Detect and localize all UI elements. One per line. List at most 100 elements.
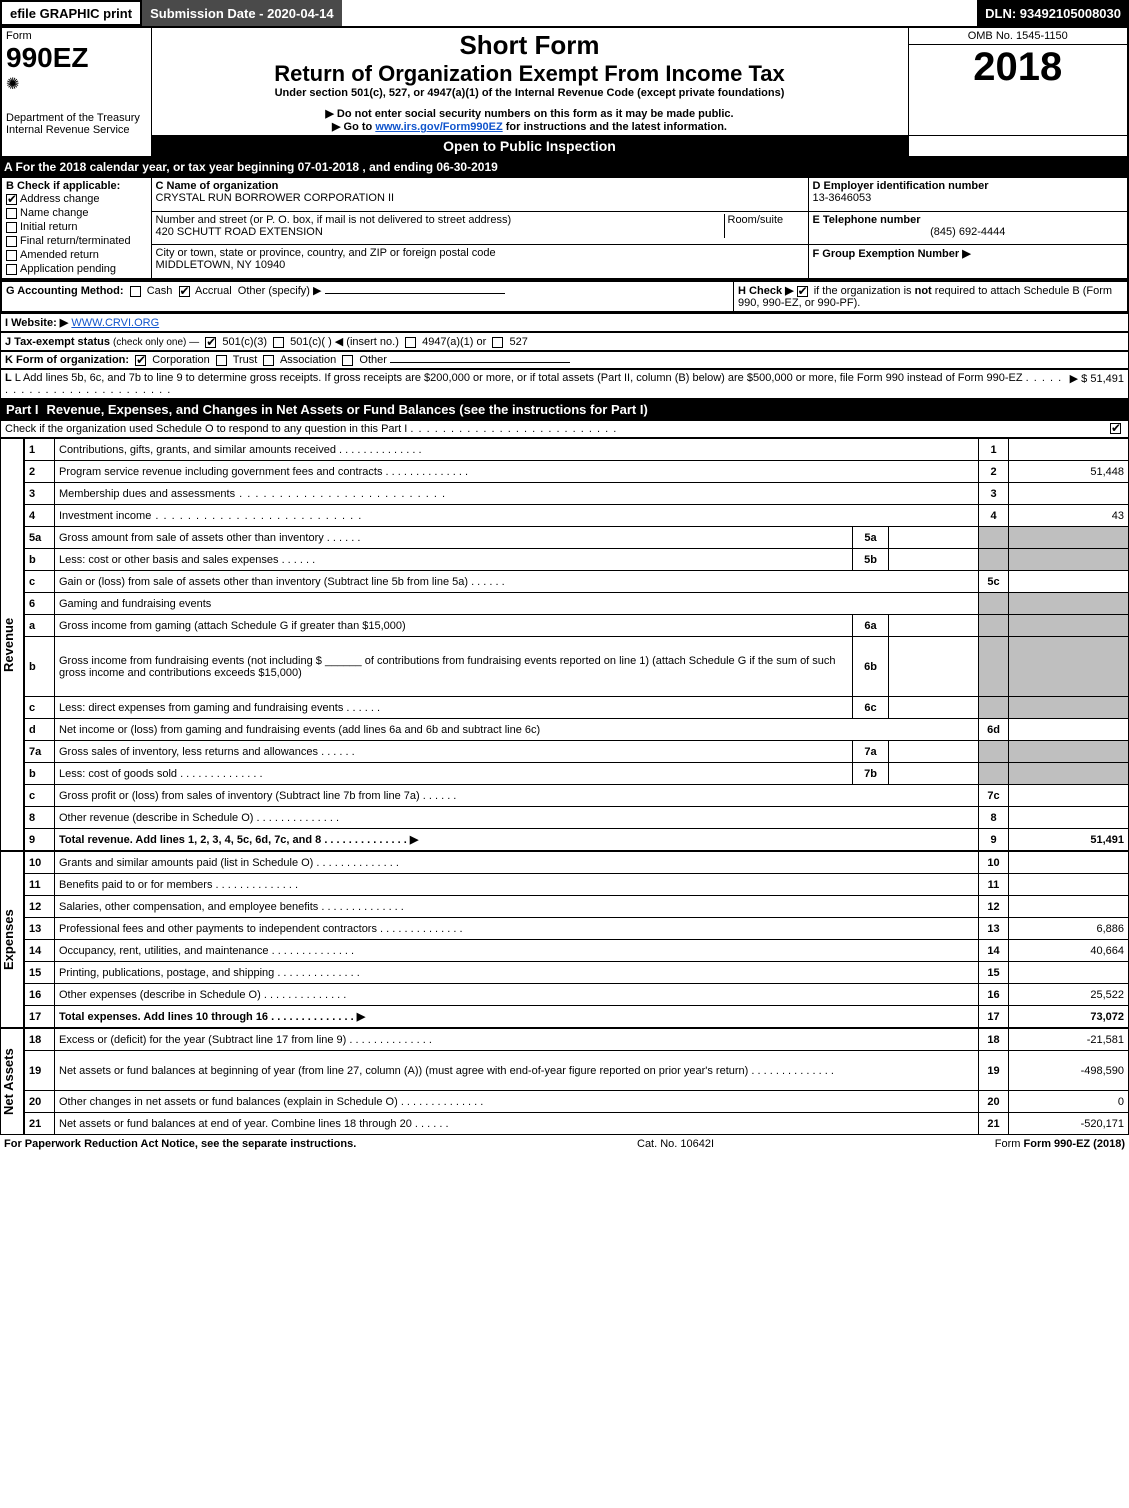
chk-initial-return[interactable]: Initial return — [6, 220, 147, 234]
dln-label: DLN: 93492105008030 — [977, 0, 1129, 26]
accrual-label: Accrual — [195, 285, 232, 297]
chk-label: Name change — [20, 207, 89, 219]
table-row: cLess: direct expenses from gaming and f… — [25, 697, 1129, 719]
table-row: bLess: cost of goods sold7b — [25, 763, 1129, 785]
other-specify-label: Other (specify) ▶ — [238, 285, 322, 297]
line-h-not: not — [915, 285, 932, 297]
entity-info-block: B Check if applicable: Address change Na… — [0, 176, 1129, 280]
website-link[interactable]: WWW.CRVI.ORG — [71, 317, 159, 329]
topbar-spacer — [342, 0, 978, 26]
net-assets-side-label: Net Assets — [0, 1028, 24, 1135]
room-label: Room/suite — [728, 214, 804, 226]
tax-year-end: 06-30-2019 — [436, 160, 497, 174]
irs-logo-icon: ✺ — [6, 74, 147, 94]
table-row: 10Grants and similar amounts paid (list … — [25, 852, 1129, 874]
part-i-header: Part I Revenue, Expenses, and Changes in… — [0, 399, 1129, 420]
irs-link[interactable]: www.irs.gov/Form990EZ — [375, 121, 502, 133]
addr-label: Number and street (or P. O. box, if mail… — [156, 214, 724, 226]
line-a-tax-year: A For the 2018 calendar year, or tax yea… — [0, 158, 1129, 176]
chk-accrual[interactable] — [179, 286, 190, 297]
arrow-icon: ▶ — [357, 1011, 365, 1023]
line-h-label: H Check ▶ — [738, 285, 794, 297]
table-row: 14Occupancy, rent, utilities, and mainte… — [25, 940, 1129, 962]
table-row: cGain or (loss) from sale of assets othe… — [25, 571, 1129, 593]
table-row: cGross profit or (loss) from sales of in… — [25, 785, 1129, 807]
chk-501c[interactable] — [273, 337, 284, 348]
chk-amended-return[interactable]: Amended return — [6, 248, 147, 262]
net-assets-table: 18Excess or (deficit) for the year (Subt… — [24, 1028, 1129, 1135]
line-l-text: L Add lines 5b, 6c, and 7b to line 9 to … — [15, 372, 1023, 384]
part-i-subnote: Check if the organization used Schedule … — [0, 420, 1129, 438]
line-k-label: K Form of organization: — [5, 354, 129, 366]
chk-name-change[interactable]: Name change — [6, 206, 147, 220]
line-a-mid: , and ending — [362, 160, 436, 174]
chk-trust[interactable] — [216, 355, 227, 366]
chk-label: Application pending — [20, 263, 116, 275]
chk-schedule-b[interactable] — [797, 286, 808, 297]
chk-association[interactable] — [263, 355, 274, 366]
chk-527[interactable] — [492, 337, 503, 348]
table-row: 15Printing, publications, postage, and s… — [25, 962, 1129, 984]
submission-date-label: Submission Date - 2020-04-14 — [142, 0, 342, 26]
checkbox-icon — [6, 208, 17, 219]
chk-schedule-o[interactable] — [1110, 423, 1121, 434]
form-number: 990EZ — [6, 42, 147, 74]
other-org-input[interactable] — [390, 362, 570, 363]
top-bar: efile GRAPHIC print Submission Date - 20… — [0, 0, 1129, 26]
opt-other: Other — [359, 354, 387, 366]
chk-application-pending[interactable]: Application pending — [6, 262, 147, 276]
dots — [410, 423, 617, 435]
irs-label: Internal Revenue Service — [6, 124, 147, 136]
table-row: 16Other expenses (describe in Schedule O… — [25, 984, 1129, 1006]
table-row: 4Investment income443 — [25, 505, 1129, 527]
opt-4947: 4947(a)(1) or — [422, 336, 486, 348]
table-row: 20Other changes in net assets or fund ba… — [25, 1091, 1129, 1113]
box-e-label: E Telephone number — [813, 214, 1124, 226]
table-row: 8Other revenue (describe in Schedule O)8 — [25, 807, 1129, 829]
expenses-section: Expenses 10Grants and similar amounts pa… — [0, 851, 1129, 1028]
org-address: 420 SCHUTT ROAD EXTENSION — [156, 226, 724, 238]
phone-value: (845) 692-4444 — [813, 226, 1124, 238]
line-g-label: G Accounting Method: — [6, 285, 124, 297]
other-method-input[interactable] — [325, 293, 505, 294]
lines-g-h: G Accounting Method: Cash Accrual Other … — [0, 280, 1129, 313]
line-j-note: (check only one) — — [113, 337, 199, 348]
chk-label: Address change — [20, 193, 100, 205]
table-row: 3Membership dues and assessments3 — [25, 483, 1129, 505]
expenses-table: 10Grants and similar amounts paid (list … — [24, 851, 1129, 1028]
table-row: 5aGross amount from sale of assets other… — [25, 527, 1129, 549]
chk-other-org[interactable] — [342, 355, 353, 366]
table-row: 11Benefits paid to or for members11 — [25, 874, 1129, 896]
table-row: 2Program service revenue including gover… — [25, 461, 1129, 483]
opt-assoc: Association — [280, 354, 336, 366]
part-number: Part I — [6, 402, 39, 417]
line-a-prefix: A For the 2018 calendar year, or tax yea… — [4, 160, 298, 174]
subtitle: Under section 501(c), 527, or 4947(a)(1)… — [156, 87, 904, 99]
chk-corporation[interactable] — [135, 355, 146, 366]
chk-final-return[interactable]: Final return/terminated — [6, 234, 147, 248]
opt-501c: 501(c)( ) ◀ (insert no.) — [290, 336, 399, 348]
table-row: bGross income from fundraising events (n… — [25, 637, 1129, 697]
line-i-label: I Website: ▶ — [5, 317, 68, 329]
instr-goto: ▶ Go to www.irs.gov/Form990EZ for instru… — [156, 120, 904, 133]
revenue-table: 1Contributions, gifts, grants, and simil… — [24, 438, 1129, 851]
arrow-icon: ▶ — [1070, 373, 1078, 385]
tax-year-begin: 07-01-2018 — [298, 160, 359, 174]
chk-cash[interactable] — [130, 286, 141, 297]
org-city: MIDDLETOWN, NY 10940 — [156, 259, 804, 271]
efile-print-button[interactable]: efile GRAPHIC print — [0, 0, 142, 26]
chk-address-change[interactable]: Address change — [6, 192, 147, 206]
gross-receipts-value: $ 51,491 — [1081, 373, 1124, 385]
instr-suffix: for instructions and the latest informat… — [503, 121, 727, 133]
total-expenses-row: 17Total expenses. Add lines 10 through 1… — [25, 1006, 1129, 1028]
line-i: I Website: ▶ WWW.CRVI.ORG — [0, 313, 1129, 332]
schedule-o-note: Check if the organization used Schedule … — [5, 423, 407, 435]
chk-501c3[interactable] — [205, 337, 216, 348]
city-label: City or town, state or province, country… — [156, 247, 804, 259]
net-assets-section: Net Assets 18Excess or (deficit) for the… — [0, 1028, 1129, 1135]
form-footer-label: Form Form 990-EZ (2018) — [995, 1138, 1125, 1150]
table-row: 12Salaries, other compensation, and empl… — [25, 896, 1129, 918]
chk-4947[interactable] — [405, 337, 416, 348]
opt-501c3: 501(c)(3) — [222, 336, 267, 348]
org-name: CRYSTAL RUN BORROWER CORPORATION II — [156, 192, 804, 204]
